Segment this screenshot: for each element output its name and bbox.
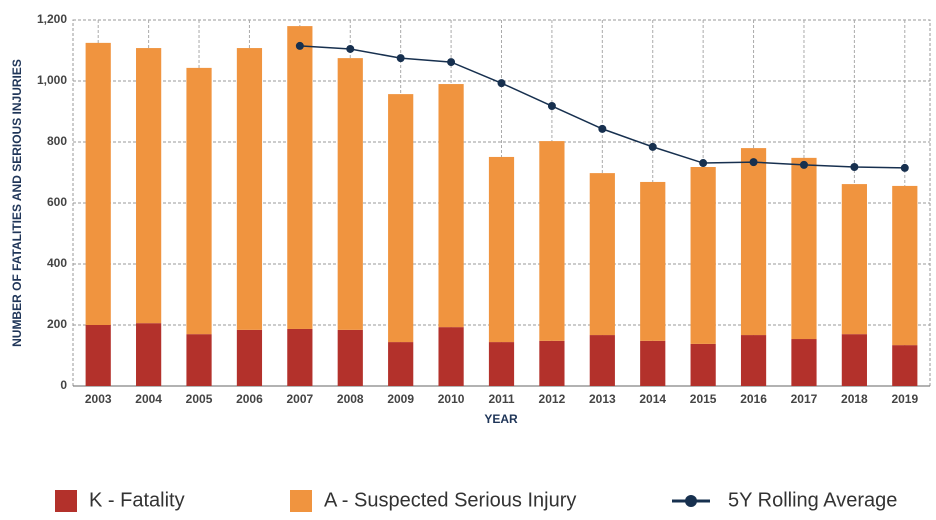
x-tick-label: 2014 — [639, 392, 666, 406]
bar-segment — [85, 42, 111, 325]
y-tick-label: 800 — [47, 134, 67, 148]
line-point — [850, 163, 859, 172]
line-point — [598, 124, 607, 133]
legend-swatch — [290, 490, 312, 512]
x-tick-label: 2005 — [186, 392, 213, 406]
y-tick-label: 1,200 — [37, 12, 67, 26]
x-tick-label: 2008 — [337, 392, 364, 406]
y-tick-label: 0 — [60, 378, 67, 392]
x-tick-label: 2003 — [85, 392, 112, 406]
legend-label: A - Suspected Serious Injury — [324, 489, 576, 511]
bar-segment — [640, 340, 666, 386]
bar-segment — [388, 342, 414, 386]
bar-segment — [388, 94, 414, 343]
x-tick-label: 2009 — [387, 392, 414, 406]
line-point — [447, 58, 456, 67]
bar-segment — [740, 148, 767, 336]
x-axis-title: YEAR — [484, 412, 518, 426]
line-point — [699, 159, 708, 168]
x-tick-label: 2013 — [589, 392, 616, 406]
y-axis-title: NUMBER OF FATALITIES AND SERIOUS INJURIE… — [10, 59, 24, 347]
y-tick-label: 600 — [47, 195, 67, 209]
line-point — [396, 54, 405, 63]
x-tick-label: 2007 — [287, 392, 314, 406]
bar-segment — [539, 340, 565, 386]
bar-segment — [236, 48, 263, 330]
x-tick-label: 2010 — [438, 392, 465, 406]
bar-segment — [236, 329, 263, 386]
x-tick-label: 2018 — [841, 392, 868, 406]
bar-segment — [791, 157, 817, 340]
line-point — [547, 102, 556, 111]
bar-segment — [841, 334, 867, 386]
line-point — [295, 41, 304, 50]
x-tick-label: 2015 — [690, 392, 717, 406]
bar-segment — [488, 342, 515, 386]
bar-segment — [287, 328, 313, 386]
legend-label: 5Y Rolling Average — [728, 489, 897, 511]
line-point — [799, 160, 808, 169]
y-tick-label: 400 — [47, 256, 67, 270]
x-tick-label: 2012 — [539, 392, 566, 406]
y-tick-label: 1,000 — [37, 73, 67, 87]
y-tick-label: 200 — [47, 317, 67, 331]
line-point — [900, 163, 909, 172]
line-point — [346, 44, 355, 53]
bar-segment — [690, 167, 716, 344]
bar-segment — [892, 345, 918, 386]
bar-segment — [438, 327, 464, 386]
bar-segment — [136, 323, 162, 386]
x-tick-label: 2017 — [791, 392, 818, 406]
legend-swatch — [55, 490, 77, 512]
bar-segment — [85, 325, 111, 386]
line-point — [497, 79, 506, 88]
bar-segment — [136, 48, 162, 324]
bar-segment — [690, 343, 716, 386]
line-point — [648, 142, 657, 151]
bar-segment — [287, 26, 313, 329]
x-tick-label: 2019 — [891, 392, 918, 406]
bar-segment — [186, 67, 212, 335]
x-tick-label: 2016 — [740, 392, 767, 406]
legend-label: K - Fatality — [89, 489, 185, 511]
bar-segment — [589, 335, 615, 386]
bar-segment — [438, 84, 464, 328]
line-point — [749, 158, 758, 167]
bar-segment — [337, 329, 363, 386]
bar-segment — [841, 184, 867, 335]
bar-segment — [892, 185, 918, 346]
x-tick-label: 2006 — [236, 392, 263, 406]
x-tick-label: 2004 — [135, 392, 162, 406]
bar-segment — [337, 58, 363, 330]
bar-segment — [539, 141, 565, 341]
bar-segment — [589, 173, 615, 336]
x-tick-label: 2011 — [488, 392, 514, 406]
bar-segment — [640, 181, 666, 341]
bar-segment — [488, 156, 515, 343]
bar-segment — [186, 334, 212, 386]
bar-segment — [791, 339, 817, 386]
bar-segment — [740, 335, 767, 386]
legend-swatch — [685, 495, 697, 507]
